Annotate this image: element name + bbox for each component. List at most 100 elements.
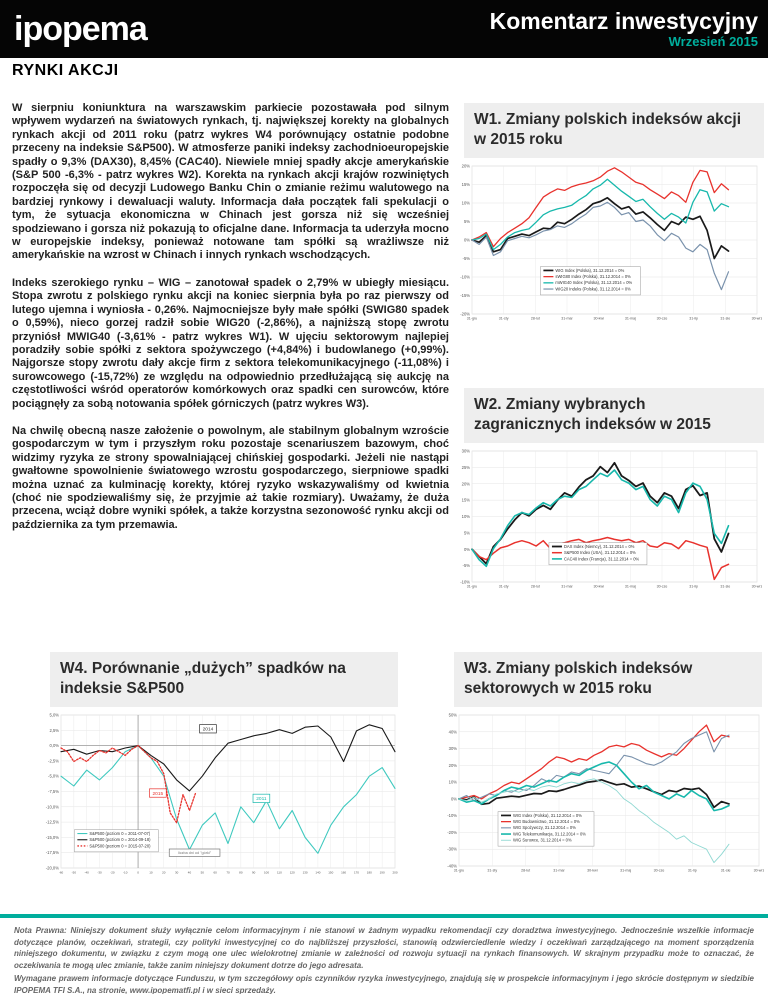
svg-text:28-lut: 28-lut	[531, 316, 540, 320]
svg-text:31-sty: 31-sty	[499, 316, 509, 320]
svg-text:-20%: -20%	[447, 830, 457, 835]
svg-text:2011: 2011	[256, 796, 267, 802]
svg-text:WIG Telekomunikacja, 31.12.201: WIG Telekomunikacja, 31.12.2014 = 0%	[513, 831, 586, 836]
svg-text:0%: 0%	[464, 237, 470, 242]
svg-text:10%: 10%	[462, 514, 471, 519]
report-title: Komentarz inwestycyjny	[489, 8, 758, 35]
svg-text:WIG Index (Polska), 31.12.2014: WIG Index (Polska), 31.12.2014 = 0%	[513, 813, 582, 818]
svg-text:40%: 40%	[449, 729, 458, 734]
chart-panel-w1: W1. Zmiany polskich indeksów akcji w 201…	[456, 103, 764, 326]
svg-text:-30%: -30%	[447, 847, 457, 852]
svg-text:31-mar: 31-mar	[553, 868, 565, 872]
svg-text:20: 20	[162, 870, 166, 874]
w3-line-chart: 50% 40% 30% 20% 10% 0% -10% -20% -30% -40%31-gru 3…	[442, 709, 764, 878]
svg-text:-10%: -10%	[447, 813, 457, 818]
footer-accent-rule	[0, 914, 768, 918]
svg-text:31-sie: 31-sie	[720, 584, 730, 588]
svg-text:-15%: -15%	[460, 293, 470, 298]
svg-text:30-cze: 30-cze	[657, 316, 668, 320]
svg-text:31-gru: 31-gru	[467, 584, 477, 588]
svg-text:31-maj: 31-maj	[625, 584, 636, 588]
svg-text:-40: -40	[85, 870, 90, 874]
chart-title-w4: W4. Porównanie „dużych” spadków na indek…	[50, 652, 398, 707]
svg-text:80: 80	[239, 870, 243, 874]
svg-text:30-kwi: 30-kwi	[593, 316, 604, 320]
header-right: Komentarz inwestycyjny Wrzesień 2015	[490, 9, 758, 49]
svg-text:31-lip: 31-lip	[688, 868, 697, 872]
svg-text:2014: 2014	[203, 726, 214, 732]
commentary-text: W sierpniu koniunktura na warszawskim pa…	[12, 102, 449, 546]
svg-text:40: 40	[188, 870, 192, 874]
svg-text:30-kwi: 30-kwi	[587, 868, 598, 872]
svg-text:-20%: -20%	[460, 311, 470, 316]
svg-text:-5%: -5%	[463, 563, 471, 568]
footer: Nota Prawna: Niniejszy dokument służy wy…	[0, 914, 768, 994]
legal-paragraph-2: Wymagane prawem informacje dotyczące Fun…	[14, 974, 754, 994]
svg-text:100: 100	[264, 870, 269, 874]
svg-text:170: 170	[354, 870, 359, 874]
svg-text:110: 110	[277, 870, 282, 874]
svg-text:10%: 10%	[449, 780, 458, 785]
svg-text:31-sty: 31-sty	[487, 868, 497, 872]
svg-text:120: 120	[290, 870, 295, 874]
legal-note: Nota Prawna: Niniejszy dokument służy wy…	[0, 918, 768, 994]
chart-title-w1: W1. Zmiany polskich indeksów akcji w 201…	[464, 103, 764, 158]
svg-text:31-sie: 31-sie	[721, 868, 731, 872]
svg-text:-5,0%: -5,0%	[48, 774, 59, 779]
svg-text:31-maj: 31-maj	[620, 868, 631, 872]
svg-text:2015: 2015	[153, 791, 164, 797]
svg-text:S&P500 (poziom 0 = 2011-07-07): S&P500 (poziom 0 = 2011-07-07)	[89, 831, 150, 836]
svg-text:sWIG80 Index (Polska), 31.12.2: sWIG80 Index (Polska), 31.12.2014 = 0%	[555, 274, 631, 279]
paragraph-2: Indeks szerokiego rynku – WIG – zanotowa…	[12, 276, 449, 410]
w4-line-chart: 5,0% 2,5% 0,0% -2,5% -5,0% -7,5% -10,0% -12,5% -…	[40, 709, 400, 880]
svg-text:31-mar: 31-mar	[561, 316, 573, 320]
svg-text:15%: 15%	[462, 182, 471, 187]
svg-text:0%: 0%	[464, 547, 470, 552]
svg-text:30-wrz: 30-wrz	[754, 868, 764, 872]
chart-title-w3: W3. Zmiany polskich indeksów sektorowych…	[454, 652, 762, 707]
header-bar: ipopema Komentarz inwestycyjny Wrzesień …	[0, 0, 768, 58]
svg-text:30-kwi: 30-kwi	[593, 584, 604, 588]
svg-text:-15,0%: -15,0%	[46, 835, 60, 840]
svg-text:-17,5%: -17,5%	[46, 850, 60, 855]
svg-text:-20: -20	[110, 870, 115, 874]
paragraph-1: W sierpniu koniunktura na warszawskim pa…	[12, 102, 449, 262]
svg-text:-10%: -10%	[460, 579, 470, 584]
svg-text:5,0%: 5,0%	[49, 712, 59, 717]
svg-text:2,5%: 2,5%	[49, 728, 59, 733]
svg-text:-30: -30	[97, 870, 102, 874]
svg-text:31-maj: 31-maj	[625, 316, 636, 320]
svg-text:-20,0%: -20,0%	[46, 865, 60, 870]
paragraph-3: Na chwilę obecną nasze założenie o powol…	[12, 424, 449, 531]
svg-text:-7,5%: -7,5%	[48, 789, 59, 794]
legal-paragraph-1: Nota Prawna: Niniejszy dokument służy wy…	[14, 926, 754, 970]
report-date: Wrzesień 2015	[668, 34, 758, 50]
w2-line-chart: 30% 25% 20% 15% 10% 5% 0% -5% -10%31-gru 31-sty 28…	[456, 445, 762, 594]
svg-text:180: 180	[367, 870, 372, 874]
svg-text:liczba dni od "górki": liczba dni od "górki"	[178, 851, 212, 855]
svg-text:28-lut: 28-lut	[531, 584, 540, 588]
chart-panel-w2: W2. Zmiany wybranych zagranicznych indek…	[456, 388, 764, 594]
chart-panel-w4: W4. Porównanie „dużych” spadków na indek…	[40, 652, 408, 880]
svg-text:CAC40 Index (Francja), 31.12.2: CAC40 Index (Francja), 31.12.2014 = 0%	[564, 556, 640, 561]
svg-text:90: 90	[252, 870, 256, 874]
svg-text:190: 190	[380, 870, 385, 874]
svg-text:15%: 15%	[462, 498, 471, 503]
svg-text:20%: 20%	[449, 763, 458, 768]
svg-text:-5%: -5%	[463, 256, 471, 261]
svg-text:31-mar: 31-mar	[561, 584, 573, 588]
svg-text:31-sie: 31-sie	[720, 316, 730, 320]
svg-text:160: 160	[341, 870, 346, 874]
svg-text:DAX Index (Niemcy), 31.12.2014: DAX Index (Niemcy), 31.12.2014 = 0%	[564, 544, 635, 549]
svg-text:31-gru: 31-gru	[454, 868, 464, 872]
svg-text:WIG Budownictwo, 31.12.2014 =: WIG Budownictwo, 31.12.2014 = 0%	[513, 819, 580, 824]
svg-text:31-gru: 31-gru	[467, 316, 477, 320]
svg-text:50: 50	[201, 870, 205, 874]
svg-text:-2,5%: -2,5%	[48, 758, 59, 763]
svg-text:30-wrz: 30-wrz	[752, 316, 762, 320]
chart-panel-w3: W3. Zmiany polskich indeksów sektorowych…	[442, 652, 766, 878]
svg-text:30%: 30%	[449, 746, 458, 751]
svg-text:200: 200	[392, 870, 397, 874]
svg-text:20%: 20%	[462, 163, 471, 168]
